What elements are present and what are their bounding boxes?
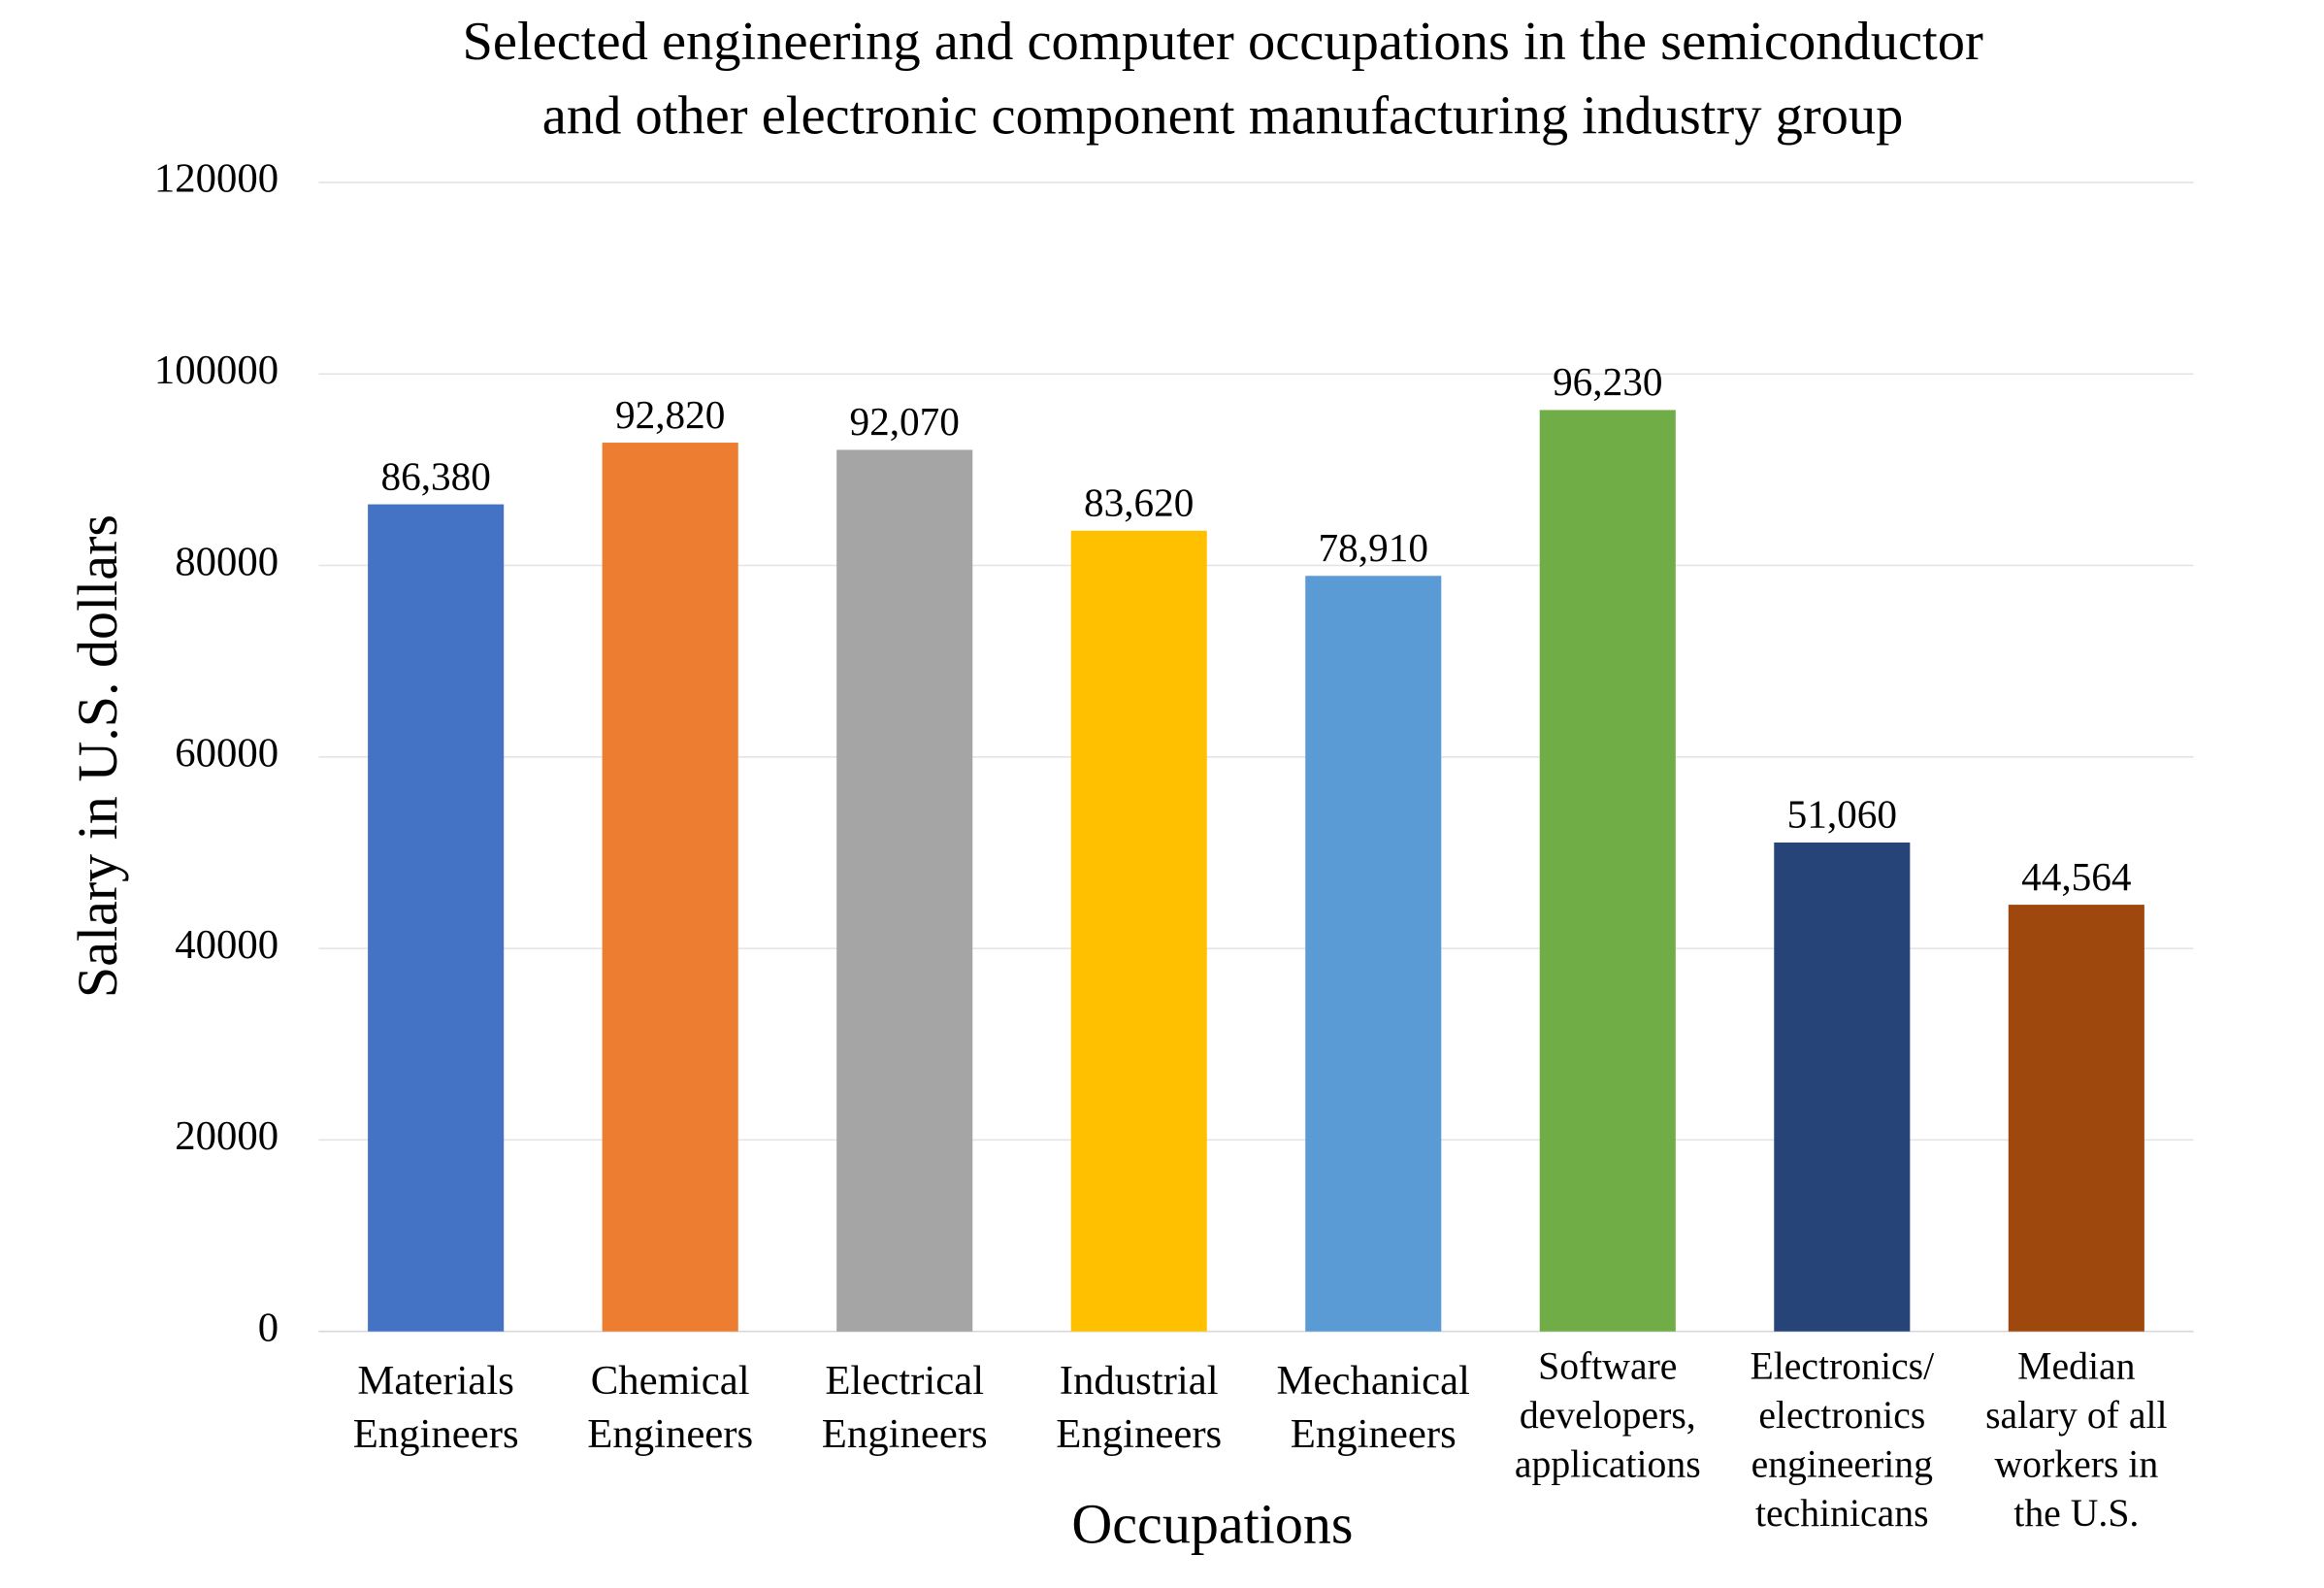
bar [368,504,505,1332]
x-tick-label: Industrial Engineers [1056,1358,1222,1457]
bar [602,443,738,1332]
value-label: 86,380 [380,453,490,498]
y-tick-label: 60000 [175,731,278,777]
x-tick-label: Chemical Engineers [587,1358,753,1457]
x-tick-label: Mechanical Engineers [1277,1358,1471,1457]
bar [2008,905,2144,1332]
value-label: 92,070 [850,399,960,444]
bar [1774,843,1911,1332]
value-label: 83,620 [1084,480,1194,525]
value-label: 44,564 [2021,854,2131,899]
value-label: 78,910 [1319,525,1428,570]
x-tick-label: Electrical Engineers [822,1358,988,1457]
y-tick-label: 80000 [175,539,278,584]
x-tick-label: Materials Engineers [353,1358,519,1457]
x-tick-label: Electronics/electronics engineering techin… [1750,1345,1935,1535]
bar [836,449,973,1332]
x-tick-label: Software developers, applications [1515,1345,1701,1486]
bar [1305,576,1442,1332]
y-tick-label: 0 [258,1306,278,1351]
y-tick-label: 20000 [175,1113,278,1159]
chart-title: Selected engineering and computer occupa… [462,12,1983,146]
y-axis-title: Salary in U.S. dollars [66,514,129,998]
value-label: 51,060 [1787,792,1897,837]
bar [1539,410,1676,1332]
value-label: 92,820 [615,392,725,437]
y-tick-label: 40000 [175,922,278,968]
x-axis-title: Occupations [1071,1493,1353,1556]
value-label: 96,230 [1553,359,1662,404]
y-tick-label: 120000 [154,156,278,202]
y-tick-label: 100000 [154,347,278,393]
x-tick-label: Median salary of all workers in the U.S. [1985,1345,2167,1535]
bar [1070,530,1207,1332]
